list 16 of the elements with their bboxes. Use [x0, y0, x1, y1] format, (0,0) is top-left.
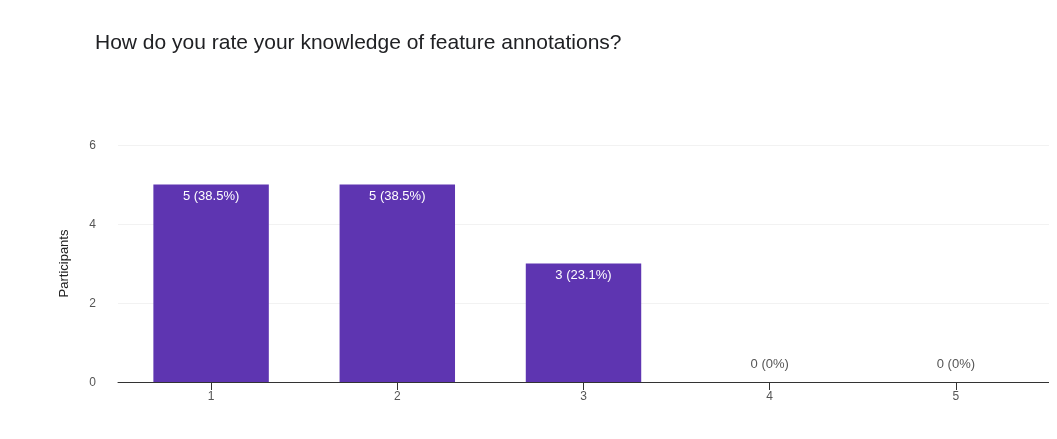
data-label: 3 (23.1%) [555, 266, 612, 282]
data-label: 5 (38.5%) [369, 187, 426, 203]
x-tick-label: 3 [580, 389, 588, 403]
y-tick-label: 2 [89, 296, 97, 310]
y-tick-label: 0 [89, 375, 97, 389]
chart-title: How do you rate your knowledge of feature annotations? [95, 30, 622, 53]
y-tick-label: 6 [89, 138, 97, 152]
y-axis-title: Participants [56, 229, 71, 298]
data-label: 5 (38.5%) [182, 187, 240, 203]
data-label: 0 (0%) [750, 356, 789, 371]
x-tick-label: 2 [393, 389, 401, 403]
x-tick-label: 1 [207, 389, 215, 403]
y-tick-label: 4 [89, 217, 97, 231]
x-tick-label: 5 [952, 389, 960, 403]
x-tick-label: 4 [766, 389, 774, 403]
data-label: 0 (0%) [936, 356, 976, 371]
